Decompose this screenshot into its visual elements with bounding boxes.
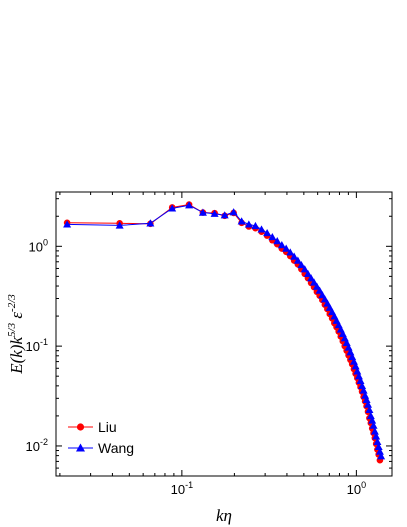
data-point-wang (303, 269, 312, 278)
tick-base: 10 (347, 482, 361, 497)
data-point-wang (307, 274, 316, 282)
data-point-wang (282, 244, 291, 252)
data-point-wang (374, 442, 383, 451)
plot-frame (55, 191, 393, 477)
data-point-wang (168, 204, 177, 212)
tick-base: 10 (26, 339, 40, 354)
x-tick-label: 100 (347, 480, 366, 497)
tick-exponent: -1 (185, 480, 193, 490)
data-point-wang (229, 208, 238, 216)
data-point-wang (244, 220, 253, 228)
data-point-wang (366, 411, 375, 420)
data-point-wang (257, 225, 266, 233)
data-point-wang (146, 219, 155, 227)
data-point-wang (286, 248, 295, 256)
data-point-wang (198, 208, 207, 216)
data-point-wang (290, 252, 299, 260)
legend-label-wang: Wang (98, 440, 134, 456)
data-point-wang (353, 367, 362, 375)
data-point-wang (362, 395, 371, 403)
data-point-wang (300, 265, 309, 273)
data-point-wang (356, 376, 365, 384)
ylabel-sup: 5/3 (6, 322, 18, 337)
tick-base: 10 (29, 239, 43, 254)
data-point-wang (277, 241, 286, 249)
data-point-wang (297, 260, 306, 269)
data-point-wang (365, 405, 374, 414)
data-point-wang (268, 232, 277, 241)
legend-label-liu: Liu (98, 419, 117, 435)
data-point-wang (373, 437, 382, 446)
data-point-wang (310, 278, 319, 286)
data-point-wang (370, 427, 379, 435)
data-point-wang (293, 256, 302, 264)
data-point-wang (115, 221, 124, 229)
legend: Liu Wang (68, 419, 134, 456)
data-point-wang (185, 201, 194, 209)
data-point-wang (315, 286, 324, 294)
data-point-wang (359, 386, 368, 394)
data-point-wang (368, 416, 377, 424)
tick-base: 10 (171, 482, 185, 497)
y-tick-label: 10-1 (26, 337, 48, 354)
y-axis-label: E(k)k5/3 ε-2/3 (6, 294, 26, 375)
x-axis-label: kη (216, 506, 232, 525)
data-point-wang (351, 362, 360, 370)
data-point-wang (377, 452, 386, 460)
data-point-wang (358, 381, 367, 390)
ylabel-part: ε (7, 312, 26, 323)
data-point-wang (375, 447, 384, 455)
data-point-wang (372, 432, 381, 440)
legend-marker-liu (76, 423, 85, 431)
tick-exponent: 0 (43, 237, 48, 247)
data-point-wang (364, 400, 373, 408)
tick-exponent: 0 (361, 480, 366, 490)
data-point-wang (251, 221, 260, 230)
y-tick-label: 10-2 (26, 437, 48, 454)
y-tick-label: 100 (29, 237, 48, 254)
tick-exponent: -1 (40, 337, 48, 347)
x-tick-label: 10-1 (171, 480, 193, 497)
ylabel-sup: -2/3 (6, 294, 18, 312)
legend-marker-wang (76, 443, 85, 452)
data-point-wang (273, 237, 282, 245)
data-point-wang (63, 220, 72, 228)
series-layer (63, 201, 386, 464)
series-wang (63, 201, 386, 460)
data-point-wang (220, 211, 229, 219)
tick-exponent: -2 (40, 437, 48, 447)
data-point-wang (210, 209, 219, 217)
ylabel-part: E(k)k (7, 337, 26, 375)
data-point-wang (369, 421, 378, 429)
tick-base: 10 (26, 439, 40, 454)
data-point-wang (237, 217, 246, 225)
data-point-wang (263, 228, 272, 237)
